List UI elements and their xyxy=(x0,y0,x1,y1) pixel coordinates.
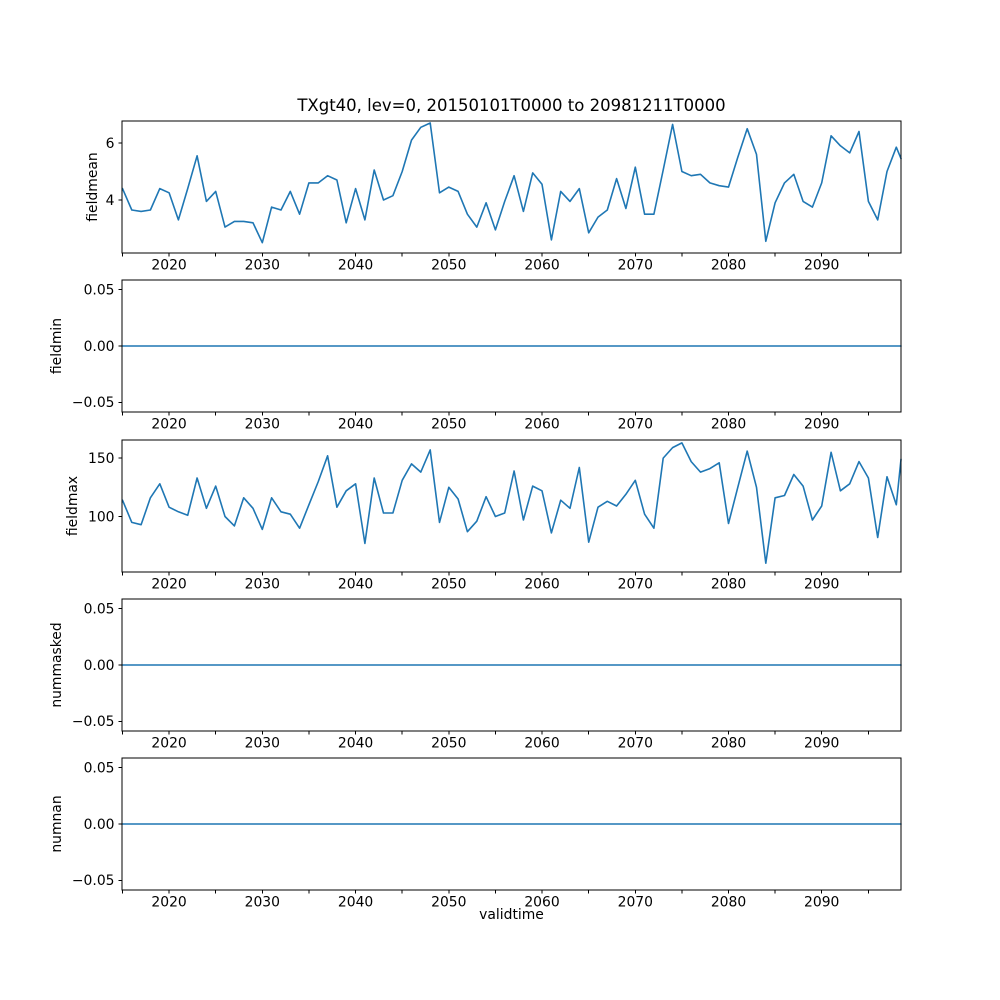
x-tick-label-fieldmax: 2080 xyxy=(711,577,746,593)
x-tick-label-fieldmin: 2050 xyxy=(431,417,466,433)
x-tick-label-numnan: 2070 xyxy=(618,895,653,911)
y-tick-label-fieldmean: 6 xyxy=(106,136,115,152)
y-tick-label-fieldmin: 0.05 xyxy=(84,282,115,298)
x-tick-label-fieldmean: 2060 xyxy=(524,258,559,274)
x-tick-label-numnan: 2040 xyxy=(338,895,373,911)
x-tick-label-nummasked: 2070 xyxy=(618,736,653,752)
x-tick-label-fieldmean: 2090 xyxy=(804,258,839,274)
x-tick-label-nummasked: 2060 xyxy=(524,736,559,752)
x-tick-label-fieldmax: 2020 xyxy=(151,577,186,593)
x-tick-label-numnan: 2090 xyxy=(804,895,839,911)
y-tick-label-nummasked: 0.00 xyxy=(84,658,115,674)
y-axis-label-nummasked: nummasked xyxy=(49,622,65,708)
line-fieldmean xyxy=(121,122,902,244)
x-tick-label-fieldmean: 2020 xyxy=(151,258,186,274)
y-axis-label-numnan: numnan xyxy=(49,795,65,853)
y-tick-label-fieldmax: 150 xyxy=(88,451,115,467)
y-tick-label-fieldmin: 0.00 xyxy=(84,339,115,355)
x-tick-label-fieldmax: 2050 xyxy=(431,577,466,593)
y-tick-label-nummasked: −0.05 xyxy=(72,714,115,730)
x-tick-label-nummasked: 2040 xyxy=(338,736,373,752)
x-tick-label-nummasked: 2020 xyxy=(151,736,186,752)
x-tick-label-numnan: 2080 xyxy=(711,895,746,911)
x-tick-label-fieldmin: 2060 xyxy=(524,417,559,433)
x-tick-label-fieldmean: 2050 xyxy=(431,258,466,274)
line-fieldmax xyxy=(121,442,902,565)
x-tick-label-nummasked: 2080 xyxy=(711,736,746,752)
x-tick-label-numnan: 2060 xyxy=(524,895,559,911)
x-tick-label-numnan: 2050 xyxy=(431,895,466,911)
x-tick-label-fieldmin: 2090 xyxy=(804,417,839,433)
x-tick-label-fieldmin: 2070 xyxy=(618,417,653,433)
x-tick-label-numnan: 2030 xyxy=(245,895,280,911)
y-tick-label-numnan: −0.05 xyxy=(72,873,115,889)
x-tick-label-fieldmean: 2070 xyxy=(618,258,653,274)
y-tick-label-fieldmax: 100 xyxy=(88,509,115,525)
y-axis-label-fieldmean: fieldmean xyxy=(85,152,101,222)
y-tick-label-numnan: 0.05 xyxy=(84,760,115,776)
x-tick-label-nummasked: 2090 xyxy=(804,736,839,752)
x-tick-label-fieldmin: 2080 xyxy=(711,417,746,433)
y-tick-label-nummasked: 0.05 xyxy=(84,601,115,617)
y-tick-label-numnan: 0.00 xyxy=(84,817,115,833)
x-tick-label-fieldmax: 2060 xyxy=(524,577,559,593)
x-tick-label-numnan: 2020 xyxy=(151,895,186,911)
axes-frame-fieldmean xyxy=(121,120,902,254)
y-tick-label-fieldmin: −0.05 xyxy=(72,395,115,411)
y-tick-label-fieldmean: 4 xyxy=(106,193,115,209)
x-tick-label-nummasked: 2030 xyxy=(245,736,280,752)
x-tick-label-fieldmin: 2020 xyxy=(151,417,186,433)
x-axis-label: validtime xyxy=(479,907,544,923)
x-tick-label-fieldmax: 2090 xyxy=(804,577,839,593)
x-tick-label-fieldmax: 2030 xyxy=(245,577,280,593)
x-tick-label-nummasked: 2050 xyxy=(431,736,466,752)
x-tick-label-fieldmin: 2040 xyxy=(338,417,373,433)
y-axis-label-fieldmin: fieldmin xyxy=(49,317,65,375)
x-tick-label-fieldmax: 2040 xyxy=(338,577,373,593)
axes-frame-fieldmax xyxy=(121,439,902,573)
x-tick-label-fieldmean: 2030 xyxy=(245,258,280,274)
y-axis-label-fieldmax: fieldmax xyxy=(65,475,81,537)
x-tick-label-fieldmax: 2070 xyxy=(618,577,653,593)
x-tick-label-fieldmin: 2030 xyxy=(245,417,280,433)
x-tick-label-fieldmean: 2080 xyxy=(711,258,746,274)
x-tick-label-fieldmean: 2040 xyxy=(338,258,373,274)
chart-title: TXgt40, lev=0, 20150101T0000 to 20981211… xyxy=(297,96,726,115)
